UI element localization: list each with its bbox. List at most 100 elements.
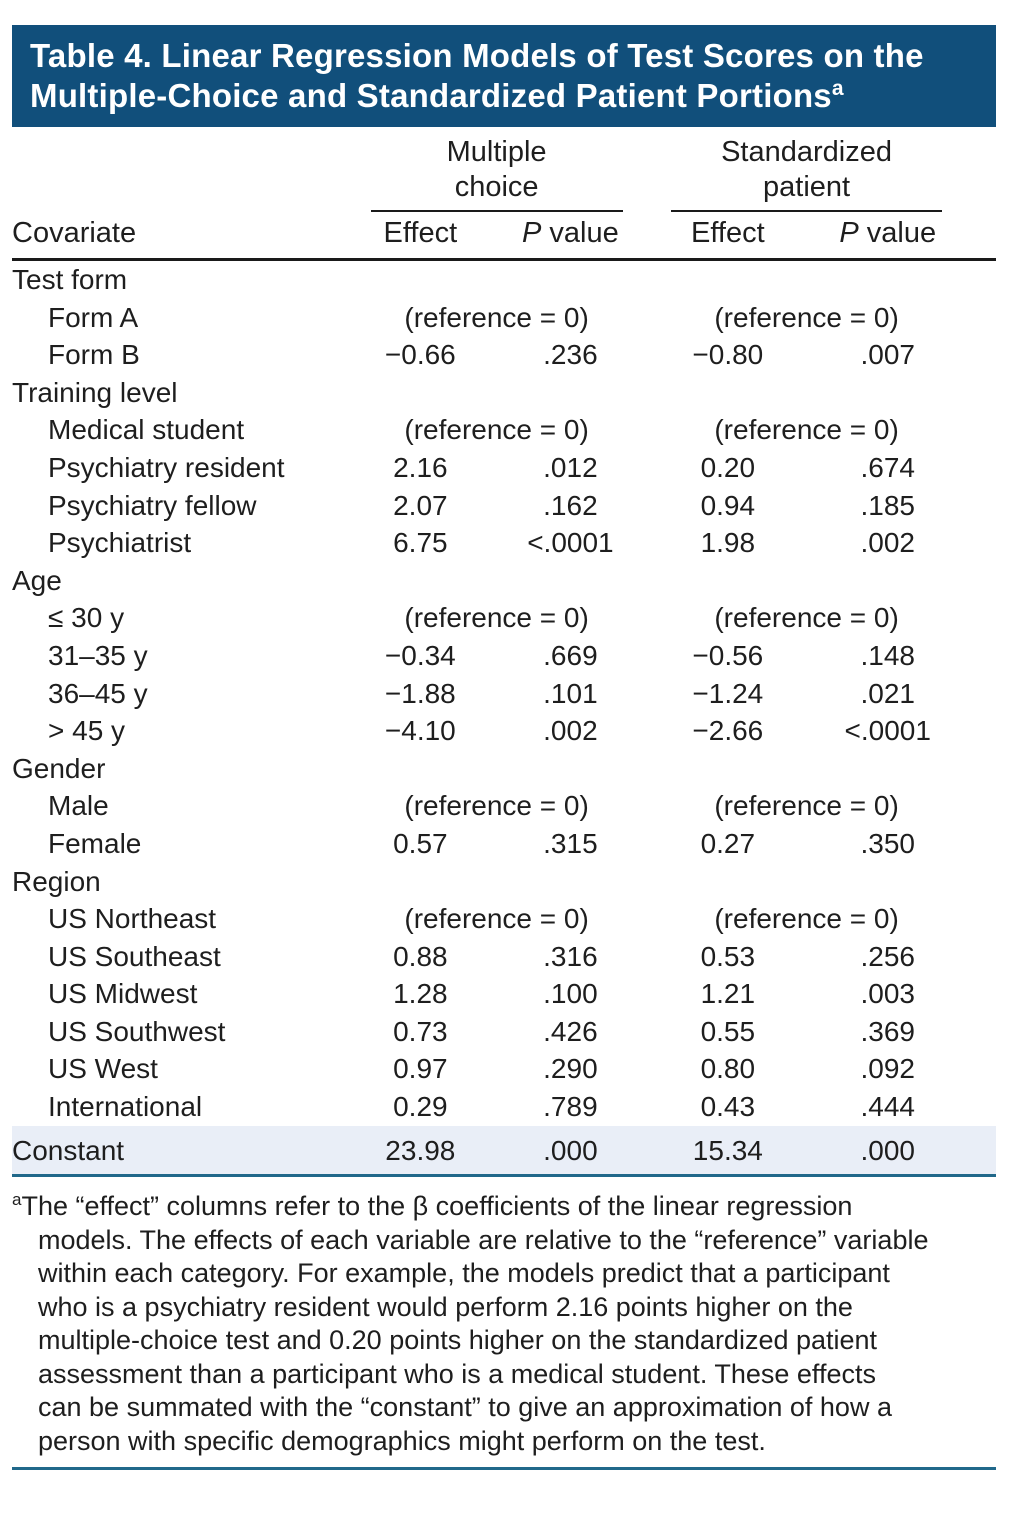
constant-row: Constant 23.98.000 15.34.000 <box>12 1125 996 1178</box>
footnote-line: models. The effects of each variable are… <box>38 1224 929 1255</box>
pvalue-sp-cell: .148 <box>860 639 915 671</box>
column-group-underline <box>670 210 943 212</box>
covariate-cell: 31–35 y <box>48 639 148 671</box>
table-row: ≤ 30 y (reference = 0) (reference = 0) <box>12 599 996 637</box>
table-row: > 45 y −4.10 .002 −2.66 <.0001 <box>12 712 996 750</box>
covariate-cell: Medical student <box>48 414 245 446</box>
effect-sp-cell: −0.80 <box>692 339 764 371</box>
reference-cell: (reference = 0) <box>404 414 589 446</box>
bottom-rule <box>12 1467 996 1471</box>
effect-sp-cell: −1.24 <box>692 677 764 709</box>
pvalue-mc-cell: .316 <box>543 940 598 972</box>
pvalue-mc-cell: .315 <box>543 827 598 859</box>
table-row: 36–45 y −1.88 .101 −1.24 .021 <box>12 675 996 713</box>
pvalue-p: P <box>839 217 859 249</box>
pvalue-column-header: P value <box>809 212 967 261</box>
spacer-cell <box>966 487 996 525</box>
effect-mc-cell: −0.34 <box>384 639 456 671</box>
effect-mc-cell: 2.16 <box>393 451 448 483</box>
column-group-label: Standardized patient <box>721 136 892 203</box>
table-row: Male (reference = 0) (reference = 0) <box>12 787 996 825</box>
pvalue-sp-cell: .350 <box>860 827 915 859</box>
pvalue-sp-cell: .002 <box>860 527 915 559</box>
effect-sp-cell: −0.56 <box>692 639 764 671</box>
spacer-cell <box>966 336 996 374</box>
covariate-category-cell: Age <box>12 564 62 596</box>
pvalue-sp-cell: .007 <box>860 339 915 371</box>
column-group-multiple-choice: Multiple choice <box>347 127 647 212</box>
effect-sp-cell: −2.66 <box>692 715 764 747</box>
effect-column-header: Effect <box>346 212 495 261</box>
covariate-category-cell: Training level <box>12 376 178 408</box>
spacer-cell <box>966 1050 996 1088</box>
effect-mc-cell: 0.57 <box>393 827 448 859</box>
covariate-cell: Form A <box>48 301 139 333</box>
pvalue-mc-cell: .789 <box>543 1091 598 1123</box>
footnote-line: who is a psychiatry resident would perfo… <box>38 1291 853 1322</box>
table-row: US Midwest 1.28 .100 1.21 .003 <box>12 975 996 1013</box>
effect-mc-cell: −1.88 <box>384 677 456 709</box>
pvalue-sp-cell: .092 <box>860 1053 915 1085</box>
covariate-cell: Psychiatry fellow <box>48 489 257 521</box>
covariate-cell: US Southwest <box>48 1015 226 1047</box>
table-footnote: aThe “effect” columns refer to the β coe… <box>12 1190 996 1458</box>
spacer-cell <box>966 599 996 637</box>
table-row: Form A (reference = 0) (reference = 0) <box>12 299 996 337</box>
covariate-cell: Psychiatrist <box>48 527 192 559</box>
effect-mc-cell: 23.98 <box>346 1125 495 1178</box>
covariate-cell: International <box>48 1091 203 1123</box>
footnote-line: can be summated with the “constant” to g… <box>38 1392 892 1423</box>
table-row: Region <box>12 863 996 901</box>
table-row: US Southeast 0.88 .316 0.53 .256 <box>12 938 996 976</box>
pvalue-mc-cell: .101 <box>543 677 598 709</box>
pvalue-mc-cell: .000 <box>494 1125 647 1178</box>
spacer-cell <box>966 900 996 938</box>
table-row: Gender <box>12 750 996 788</box>
spacer-cell <box>966 411 996 449</box>
covariate-cell: Constant <box>12 1125 347 1178</box>
table-title-line2: Multiple-Choice and Standardized Patient… <box>30 77 832 114</box>
pvalue-sp-cell: .003 <box>860 978 915 1010</box>
pvalue-mc-cell: .100 <box>543 978 598 1010</box>
table-body: Test form Form A (reference = 0) (reference… <box>12 260 996 1178</box>
covariate-cell: US Northeast <box>48 903 217 935</box>
spacer-cell <box>966 712 996 750</box>
covariate-column-header: Covariate <box>12 212 347 261</box>
effect-mc-cell: 6.75 <box>393 527 448 559</box>
pvalue-mc-cell: <.0001 <box>527 527 614 559</box>
empty-header-cell <box>12 127 347 212</box>
reference-cell: (reference = 0) <box>404 301 589 333</box>
pvalue-column-header: P value <box>494 212 647 261</box>
spacer-cell <box>966 449 996 487</box>
reference-cell: (reference = 0) <box>714 602 899 634</box>
table-row: International 0.29 .789 0.43 .444 <box>12 1088 996 1126</box>
covariate-cell: > 45 y <box>48 715 126 747</box>
reference-cell: (reference = 0) <box>404 602 589 634</box>
table-row: US Northeast (reference = 0) (reference = … <box>12 900 996 938</box>
table-row: Psychiatrist 6.75 <.0001 1.98 .002 <box>12 524 996 562</box>
effect-sp-cell: 1.21 <box>700 978 756 1010</box>
covariate-cell: Female <box>48 827 142 859</box>
footnote-line: within each category. For example, the m… <box>38 1258 890 1289</box>
covariate-cell: ≤ 30 y <box>48 602 125 634</box>
effect-sp-cell: 0.94 <box>700 489 756 521</box>
column-group-underline <box>370 210 623 212</box>
effect-mc-cell: 1.28 <box>393 978 448 1010</box>
spacer-cell <box>966 1013 996 1051</box>
covariate-cell: Form B <box>48 339 140 371</box>
table-row: Form B −0.66 .236 −0.80 .007 <box>12 336 996 374</box>
pvalue-sp-cell: .674 <box>860 451 915 483</box>
reference-cell: (reference = 0) <box>404 790 589 822</box>
pvalue-mc-cell: .669 <box>543 639 598 671</box>
footnote-line: multiple-choice test and 0.20 points hig… <box>38 1325 878 1356</box>
pvalue-p: P <box>522 217 542 249</box>
effect-sp-cell: 0.80 <box>700 1053 756 1085</box>
table-row: Medical student (reference = 0) (reference… <box>12 411 996 449</box>
pvalue-rest: value <box>541 217 619 249</box>
table-title: Table 4. Linear Regression Models of Tes… <box>30 36 986 116</box>
pvalue-sp-cell: .000 <box>809 1125 967 1178</box>
table-row: US West 0.97 .290 0.80 .092 <box>12 1050 996 1088</box>
table-title-line1: Table 4. Linear Regression Models of Tes… <box>30 37 924 74</box>
effect-mc-cell: 0.97 <box>393 1053 448 1085</box>
covariate-cell: US West <box>48 1053 158 1085</box>
